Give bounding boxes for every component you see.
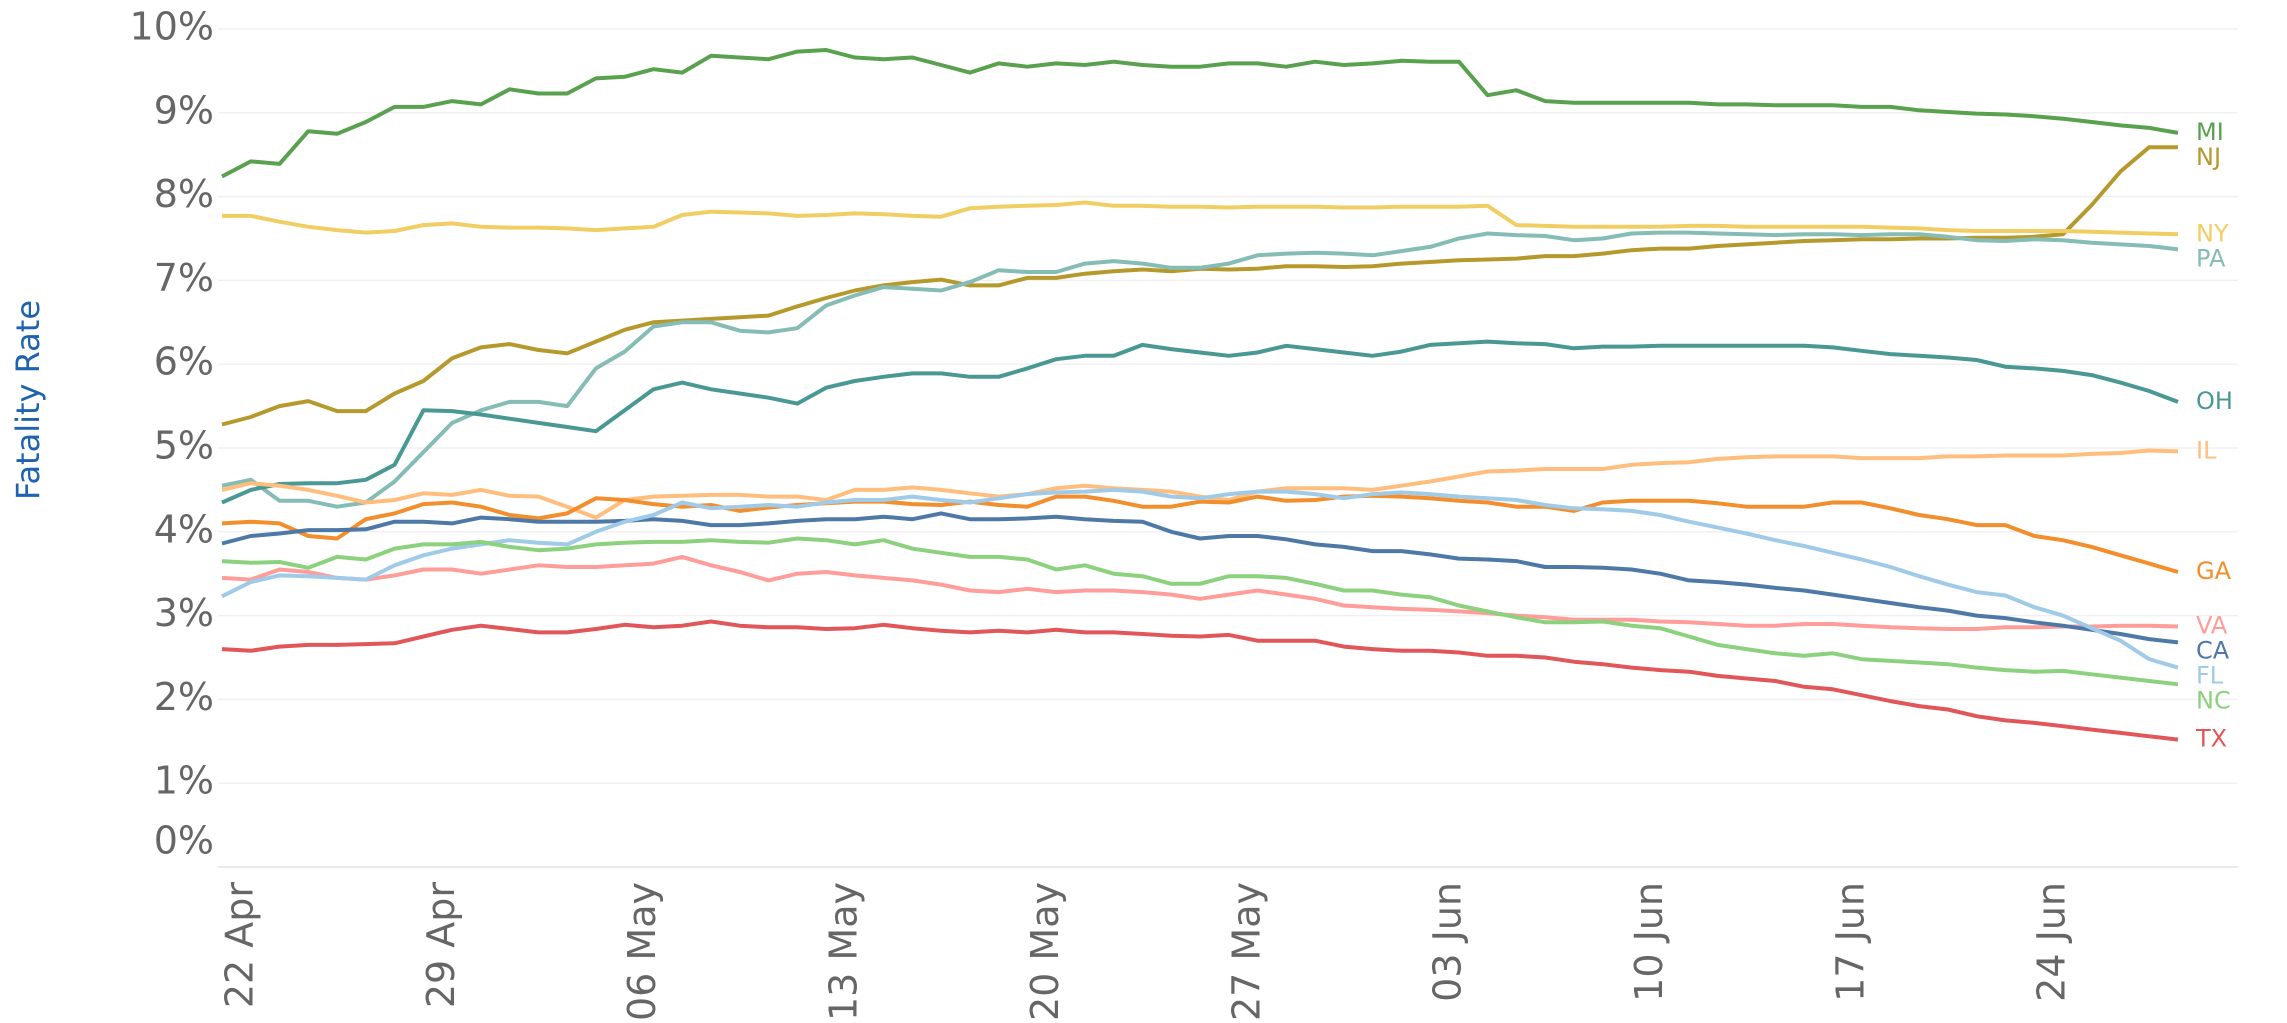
series-label: GA: [2196, 557, 2232, 585]
y-tick-label: 4%: [154, 507, 214, 551]
series-line: [221, 511, 2179, 645]
y-tick-label: 3%: [154, 591, 214, 635]
x-tick-label: 17 Jun: [1828, 882, 1872, 1002]
x-tick-label: 22 Apr: [218, 882, 262, 1009]
x-tick-label: 13 May: [822, 882, 866, 1021]
series-line: [221, 48, 2179, 179]
y-tick-label: 1%: [154, 759, 214, 803]
y-axis-label: Fatality Rate: [9, 300, 47, 500]
series-line: [221, 487, 2179, 670]
series-label: VA: [2196, 611, 2228, 639]
x-tick-label: 24 Jun: [2030, 882, 2074, 1002]
series-label: NJ: [2196, 143, 2221, 171]
x-tick-label: 20 May: [1023, 882, 1067, 1021]
series-label: FL: [2196, 661, 2224, 689]
series-label: NY: [2196, 219, 2229, 247]
series-line: [221, 554, 2179, 631]
x-tick-label: 10 Jun: [1627, 882, 1671, 1002]
x-tick-label: 27 May: [1224, 882, 1268, 1021]
series-label: PA: [2196, 244, 2226, 272]
y-tick-label: 8%: [154, 172, 214, 216]
y-tick-label: 5%: [154, 424, 214, 468]
y-tick-label: 6%: [154, 340, 214, 384]
series-label: MI: [2196, 118, 2224, 146]
series-label: OH: [2196, 387, 2233, 415]
series-line: [221, 145, 2178, 427]
y-tick-label: 10%: [130, 5, 214, 49]
series-label: CA: [2196, 636, 2230, 664]
x-tick-label: 03 Jun: [1426, 882, 1470, 1002]
series-line: [221, 339, 2179, 505]
series-label: TX: [2195, 725, 2227, 753]
series-line: [221, 536, 2179, 687]
series-line: [221, 230, 2179, 509]
y-tick-label: 0%: [154, 819, 214, 863]
series-label: IL: [2196, 436, 2217, 464]
x-tick-label: 29 Apr: [419, 882, 463, 1009]
y-tick-label: 9%: [154, 88, 214, 132]
y-tick-label: 2%: [154, 675, 214, 719]
y-tick-label: 7%: [154, 256, 214, 300]
series-line: [222, 200, 2179, 237]
x-tick-label: 06 May: [620, 882, 664, 1021]
series-line: [221, 493, 2179, 574]
series-line: [221, 619, 2179, 742]
series-label: NC: [2196, 686, 2231, 714]
